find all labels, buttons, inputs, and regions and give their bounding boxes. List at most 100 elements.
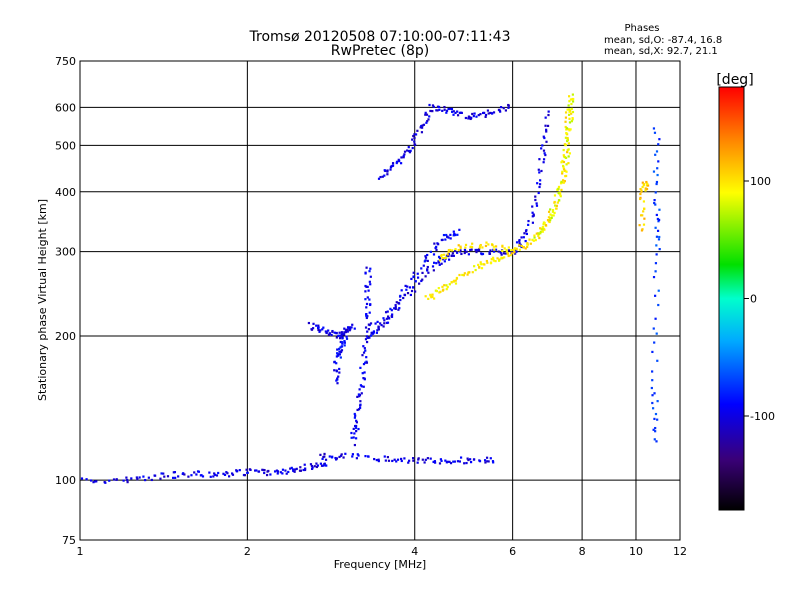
data-point [569,128,572,131]
data-point [498,109,501,112]
data-point [518,240,521,243]
data-point [489,249,492,252]
data-point [336,348,339,351]
data-point [466,273,469,276]
data-point [565,127,569,130]
phases-o-stats: mean, sd,O: -87.4, 16.8 [604,35,722,46]
data-point [541,230,544,233]
data-point [492,245,495,248]
data-point [338,350,341,353]
data-point [386,321,390,324]
data-point [337,354,340,357]
y-tick-label: 100 [55,474,76,487]
data-point [443,108,446,111]
data-point [564,120,567,123]
data-point [445,256,448,259]
data-point [355,419,358,422]
data-point [348,326,351,329]
data-point [646,182,649,186]
data-point [395,160,399,163]
data-point [533,234,536,237]
data-point [560,161,563,164]
data-point [519,243,522,246]
data-point [644,187,647,190]
data-point [545,140,548,143]
data-point [335,369,338,372]
data-point [433,297,436,300]
data-point [441,285,444,288]
data-point [514,252,517,255]
data-point [445,288,448,291]
data-point [381,175,384,178]
data-point [487,112,490,115]
x-tick-label: 6 [509,545,516,558]
data-point [565,131,568,135]
data-point [340,341,344,344]
data-point [336,377,339,380]
data-point [183,473,186,476]
data-point [340,345,344,348]
data-point [319,462,323,465]
data-point [570,107,573,110]
data-point [355,421,359,424]
data-point [639,197,642,201]
data-point [231,473,235,476]
data-point [325,331,328,335]
data-point [394,306,397,309]
data-point [403,293,407,297]
data-point [368,298,371,301]
data-point [290,466,293,469]
data-point [535,232,538,235]
data-point [361,354,364,357]
data-point [557,185,561,189]
grid [80,61,680,540]
data-point [658,208,661,211]
data-point [338,331,341,334]
data-point [537,234,540,237]
data-point [412,134,415,138]
data-point [368,270,371,273]
data-point [265,473,269,477]
data-point [488,251,491,254]
data-point [656,167,659,170]
data-point [510,248,513,252]
data-point [654,426,657,430]
data-point [340,453,343,456]
data-point [656,400,659,403]
data-point [333,331,336,334]
data-point [549,213,552,216]
data-point [658,218,661,222]
data-point [542,149,546,152]
data-point [407,461,410,464]
data-point [651,350,654,354]
data-point [654,191,657,194]
data-point [644,189,647,192]
data-point [477,248,481,251]
data-point [435,109,438,112]
data-point [562,148,565,152]
data-point [544,153,547,157]
data-point [395,301,398,304]
data-point [480,267,484,270]
data-point [493,248,496,251]
data-point [442,253,446,256]
data-point [108,479,111,482]
data-point [358,395,361,398]
data-point [562,181,566,184]
data-point [471,242,474,245]
data-point [343,331,346,334]
data-point [213,472,216,475]
data-point [542,161,545,164]
data-point [542,158,546,161]
data-point [645,184,648,187]
x-tick-label: 10 [629,545,643,558]
data-point [439,458,442,461]
data-point [572,98,575,101]
data-point [455,277,459,280]
data-point [429,293,432,296]
data-point [645,180,648,184]
colorbar-tick-label: -100 [750,410,775,423]
data-point [160,472,163,475]
data-point [568,117,571,120]
data-point [447,236,450,239]
